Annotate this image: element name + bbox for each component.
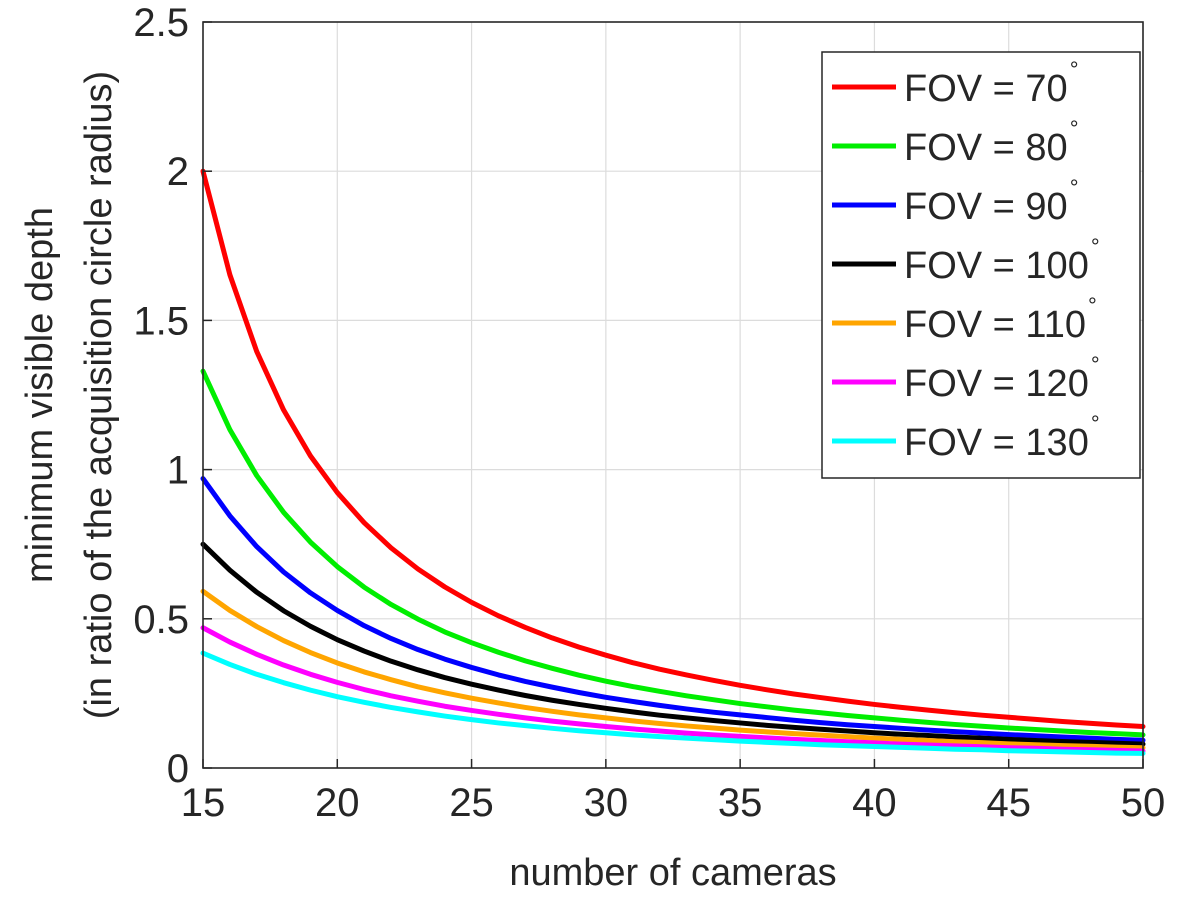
y-tick-label: 2: [167, 150, 189, 194]
legend-degree-symbol: °: [1070, 175, 1079, 200]
y-tick-label: 1.5: [133, 299, 189, 343]
y-axis-label: minimum visible depth (in ratio of the a…: [19, 71, 120, 719]
y-tick-label: 0.5: [133, 598, 189, 642]
legend-item: FOV = 120 °: [832, 352, 1100, 405]
legend-item: FOV = 70 °: [832, 57, 1079, 110]
legend-label: FOV = 100: [904, 245, 1089, 287]
series-line-fov-130: [200, 650, 1146, 756]
legend-degree-symbol: °: [1070, 116, 1079, 141]
legend-label: FOV = 120: [904, 363, 1089, 405]
legend-degree-symbol: °: [1091, 411, 1100, 436]
x-tick-label: 35: [718, 781, 763, 825]
x-axis-ticks: 15 20 25 30 35 40 45 50: [181, 759, 1166, 825]
series-line-fov-70: [200, 168, 1146, 730]
y-tick-label: 2.5: [133, 1, 189, 45]
y-axis-ticks: 0 0.5 1 1.5 2 2.5: [133, 1, 212, 791]
series-line-fov-90: [200, 476, 1146, 743]
legend-label: FOV = 90: [904, 186, 1068, 228]
x-tick-label: 15: [181, 781, 226, 825]
legend-item: FOV = 110 °: [832, 293, 1097, 346]
legend-label: FOV = 80: [904, 127, 1068, 169]
x-tick-label: 20: [315, 781, 360, 825]
legend: FOV = 70 °FOV = 80 °FOV = 90 °FOV = 100 °FOV…: [821, 51, 1141, 479]
legend-item: FOV = 130 °: [832, 411, 1100, 464]
y-tick-label: 0: [167, 747, 189, 791]
x-tick-label: 30: [584, 781, 629, 825]
legend-degree-symbol: °: [1091, 352, 1100, 377]
series-lines: [200, 168, 1146, 756]
legend-item: FOV = 90 °: [832, 175, 1079, 228]
series-line-fov-100: [200, 541, 1146, 747]
x-tick-label: 40: [852, 781, 897, 825]
y-tick-label: 1: [167, 449, 189, 493]
legend-item: FOV = 80 °: [832, 116, 1079, 169]
legend-degree-symbol: °: [1091, 234, 1100, 259]
plot-frame: [202, 21, 1144, 769]
legend-label: FOV = 130: [904, 422, 1089, 464]
series-line-fov-110: [200, 588, 1146, 751]
x-tick-label: 25: [449, 781, 494, 825]
legend-item: FOV = 100 °: [832, 234, 1100, 287]
y-axis-label-line2: (in ratio of the acquisition circle radi…: [78, 71, 120, 719]
legend-label: FOV = 110: [904, 304, 1086, 346]
x-tick-label: 50: [1121, 781, 1166, 825]
y-axis-label-line1: minimum visible depth: [19, 207, 61, 583]
x-tick-label: 45: [986, 781, 1031, 825]
series-line-fov-120: [200, 625, 1146, 754]
x-axis-label: number of cameras: [509, 852, 836, 894]
legend-degree-symbol: °: [1088, 293, 1097, 318]
legend-degree-symbol: °: [1070, 57, 1079, 82]
series-line-fov-80: [200, 368, 1146, 738]
legend-box: [821, 51, 1141, 479]
legend-label: FOV = 70: [904, 68, 1068, 110]
